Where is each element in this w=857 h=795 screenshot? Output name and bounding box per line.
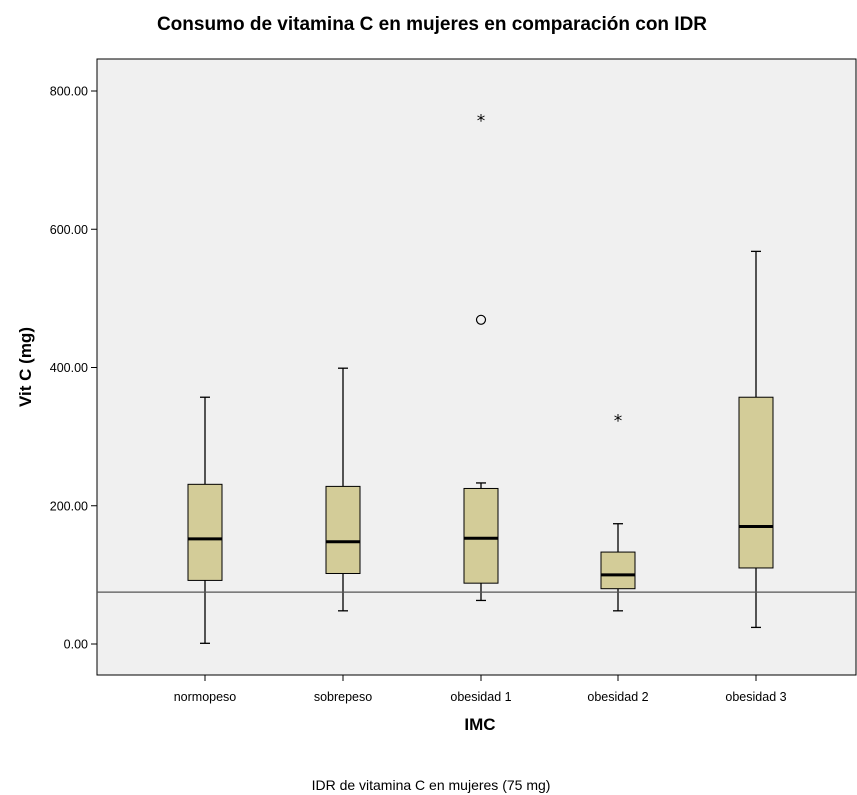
y-tick-label: 0.00	[64, 638, 88, 652]
y-axis: 0.00 200.00 400.00 600.00 800.00	[50, 85, 97, 652]
y-tick-label: 200.00	[50, 499, 88, 513]
iqr-box	[187, 483, 223, 581]
x-tick-label: normopeso	[174, 690, 237, 704]
x-tick-label: obesidad 1	[450, 690, 511, 704]
x-axis-title: IMC	[464, 715, 495, 734]
y-tick-label: 400.00	[50, 361, 88, 375]
box-obesidad-3	[738, 250, 774, 629]
extreme-point: *	[614, 412, 623, 432]
y-tick-label: 600.00	[50, 223, 88, 237]
y-tick-label: 800.00	[50, 85, 88, 99]
x-tick-label: obesidad 3	[725, 690, 786, 704]
reference-line-caption: IDR de vitamina C en mujeres (75 mg)	[312, 777, 551, 793]
extreme-point: *	[477, 112, 486, 132]
iqr-box	[600, 551, 636, 590]
x-tick-label: sobrepeso	[314, 690, 372, 704]
outlier-point	[475, 314, 487, 325]
box-obesidad-1: *	[463, 112, 499, 602]
box-normopeso	[187, 396, 223, 644]
y-axis-title: Vit C (mg)	[16, 327, 35, 407]
box-group: **	[187, 112, 774, 644]
box-sobrepeso	[325, 367, 361, 612]
box-obesidad-2: *	[600, 412, 636, 612]
iqr-box	[325, 485, 361, 574]
iqr-box	[463, 487, 499, 584]
x-tick-label: obesidad 2	[587, 690, 648, 704]
chart-title: Consumo de vitamina C en mujeres en comp…	[157, 14, 707, 35]
x-axis: normopeso sobrepeso obesidad 1 obesidad 2 ob…	[174, 675, 787, 704]
iqr-box	[738, 396, 774, 569]
